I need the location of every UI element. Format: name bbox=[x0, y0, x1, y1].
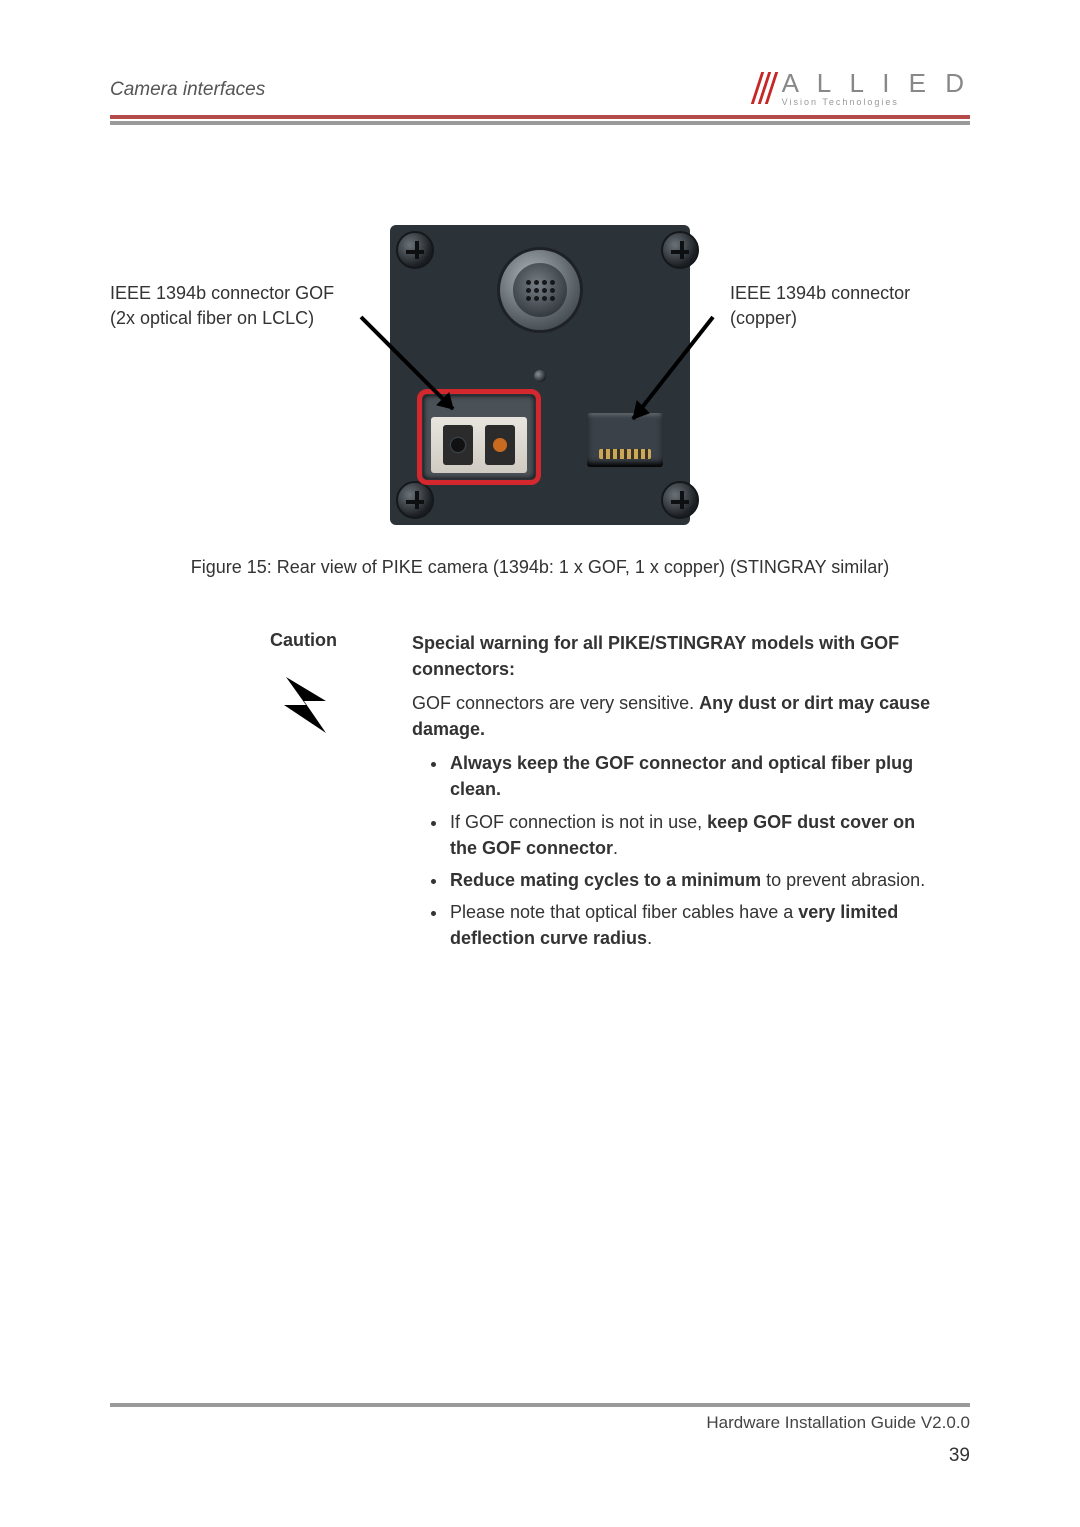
callout-left-line2: (2x optical fiber on LCLC) bbox=[110, 306, 360, 331]
caution-list: Always keep the GOF connector and optica… bbox=[412, 750, 932, 951]
lightning-icon bbox=[274, 673, 338, 737]
arrow-left-icon bbox=[357, 313, 477, 423]
logo-slashes-icon bbox=[756, 70, 776, 104]
divider-red bbox=[110, 115, 970, 119]
callout-right-line1: IEEE 1394b connector bbox=[730, 281, 970, 306]
screw-icon bbox=[396, 231, 434, 269]
footer-divider bbox=[110, 1403, 970, 1407]
figure-area: IEEE 1394b connector GOF (2x optical fib… bbox=[110, 225, 970, 525]
caution-intro-plain: GOF connectors are very sensitive. bbox=[412, 693, 699, 713]
caution-list-item: If GOF connection is not in use, keep GO… bbox=[448, 809, 932, 861]
caution-list-item: Reduce mating cycles to a minimum to pre… bbox=[448, 867, 932, 893]
page-header: Camera interfaces A L L I E D Vision Tec… bbox=[110, 70, 970, 107]
caution-list-item: Always keep the GOF connector and optica… bbox=[448, 750, 932, 802]
figure-caption: Figure 15: Rear view of PIKE camera (139… bbox=[110, 557, 970, 578]
center-pin bbox=[534, 370, 546, 382]
round-connector bbox=[497, 247, 583, 333]
caution-heading: Special warning for all PIKE/STINGRAY mo… bbox=[412, 630, 932, 682]
page: Camera interfaces A L L I E D Vision Tec… bbox=[0, 0, 1080, 1527]
camera-diagram bbox=[375, 225, 705, 525]
divider-grey bbox=[110, 121, 970, 125]
footer-doc-title: Hardware Installation Guide V2.0.0 bbox=[706, 1413, 970, 1433]
logo-main-text: A L L I E D bbox=[782, 70, 970, 96]
screw-icon bbox=[661, 231, 699, 269]
page-number: 39 bbox=[110, 1445, 970, 1467]
logo-sub-text: Vision Technologies bbox=[782, 98, 970, 107]
screw-icon bbox=[661, 481, 699, 519]
section-title: Camera interfaces bbox=[110, 79, 265, 107]
caution-list-item: Please note that optical fiber cables ha… bbox=[448, 899, 932, 951]
arrow-right-icon bbox=[609, 313, 719, 433]
callout-left: IEEE 1394b connector GOF (2x optical fib… bbox=[110, 225, 360, 331]
callout-left-line1: IEEE 1394b connector GOF bbox=[110, 281, 360, 306]
callout-right-line2: (copper) bbox=[730, 306, 970, 331]
caution-intro: GOF connectors are very sensitive. Any d… bbox=[412, 690, 932, 742]
caution-label: Caution bbox=[270, 630, 390, 651]
caution-body: Special warning for all PIKE/STINGRAY mo… bbox=[412, 630, 932, 957]
screw-icon bbox=[396, 481, 434, 519]
page-footer: Hardware Installation Guide V2.0.0 39 bbox=[110, 1403, 970, 1467]
callout-right: IEEE 1394b connector (copper) bbox=[720, 225, 970, 331]
company-logo: A L L I E D Vision Technologies bbox=[756, 70, 970, 107]
caution-block: Caution Special warning for all PIKE/STI… bbox=[110, 630, 970, 957]
